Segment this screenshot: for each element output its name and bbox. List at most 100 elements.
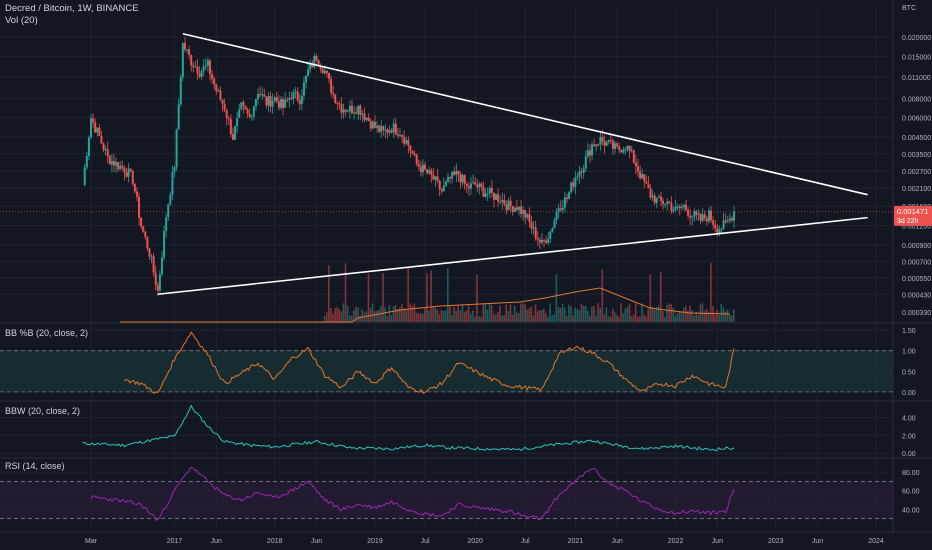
candle-body <box>263 94 266 97</box>
volume-bar <box>478 316 480 322</box>
candle-body <box>215 84 218 92</box>
candle-body <box>363 113 366 120</box>
volume-bar <box>614 312 616 322</box>
volume-bar <box>480 316 483 322</box>
candle-body <box>261 94 264 96</box>
candle-body <box>142 226 145 232</box>
candle-body <box>697 213 700 215</box>
candle-body <box>252 106 255 117</box>
candle-body <box>140 217 143 227</box>
candle-body <box>390 130 393 133</box>
candle-body <box>115 162 118 166</box>
volume-bar <box>668 303 670 322</box>
rsi-axis-tick: 60.00 <box>902 489 920 496</box>
volume-bar <box>520 303 522 322</box>
volume-bar <box>495 314 497 322</box>
price-axis-tick: 0.001200 <box>902 224 931 231</box>
candle-body <box>196 66 199 74</box>
volume-bar <box>634 303 637 322</box>
candle-body <box>198 73 201 77</box>
volume-bar <box>509 304 512 322</box>
candle-body <box>248 113 251 118</box>
volume-bar <box>388 304 391 322</box>
candle-body <box>676 206 679 208</box>
volume-bar <box>361 309 364 322</box>
candle-body <box>484 193 487 197</box>
candle-body <box>336 102 339 104</box>
candle-body <box>135 191 138 197</box>
price-axis-tick: 0.006000 <box>902 116 931 123</box>
volume-bar <box>330 308 332 322</box>
volume-bar <box>586 310 589 322</box>
candle-body <box>317 60 320 66</box>
candle-body <box>659 196 662 201</box>
volume-bar <box>515 312 518 322</box>
candle-body <box>407 140 410 146</box>
candle-body <box>194 66 197 68</box>
candle-body <box>361 113 364 115</box>
candle-body <box>190 54 193 66</box>
candle-body <box>607 140 610 143</box>
volume-bar <box>578 310 581 322</box>
candle-body <box>714 224 717 229</box>
candle-body <box>154 272 157 285</box>
volume-bar <box>407 266 409 322</box>
volume-bar <box>607 316 610 322</box>
candle-body <box>524 210 527 218</box>
candle-body <box>183 42 186 50</box>
candle-body <box>110 160 113 165</box>
volume-bar <box>555 274 558 322</box>
candle-body <box>150 256 153 258</box>
time-axis-label: Jun <box>311 538 322 545</box>
volume-bar <box>426 273 428 322</box>
volume-bar <box>530 306 533 322</box>
volume-bar <box>728 314 731 322</box>
candle-body <box>398 135 401 137</box>
volume-bar <box>557 307 560 322</box>
volume-bar <box>376 310 378 322</box>
volume-bar <box>643 314 645 322</box>
candle-body <box>701 214 704 221</box>
volume-bar <box>524 304 526 322</box>
candle-body <box>555 212 558 220</box>
candle-body <box>344 109 347 112</box>
candle-body <box>584 156 587 169</box>
candle-body <box>386 129 389 133</box>
candle-body <box>350 105 353 114</box>
volume-bar <box>551 315 553 322</box>
candle-body <box>645 181 648 184</box>
candle-body <box>455 171 458 175</box>
volume-bar <box>730 315 733 322</box>
volume-bar <box>428 310 430 322</box>
candle-body <box>490 187 493 193</box>
price-axis-currency: BTC <box>902 5 916 12</box>
candle-body <box>340 104 343 113</box>
volume-bar <box>576 308 579 322</box>
volume-bar <box>641 303 643 322</box>
candle-body <box>641 173 644 179</box>
candle-body <box>394 123 397 135</box>
candle-body <box>447 177 450 182</box>
volume-bar <box>582 305 585 322</box>
volume-bars <box>323 263 735 322</box>
candle-body <box>321 68 324 74</box>
price-axis-tick: 0.011000 <box>902 75 931 82</box>
candle-body <box>680 206 683 209</box>
candle-body <box>192 65 195 67</box>
last-price-badge <box>894 205 932 226</box>
volume-label: Vol (20) <box>5 15 38 26</box>
volume-bar <box>540 310 543 322</box>
candle-body <box>653 195 656 203</box>
volume-bar <box>359 315 361 322</box>
volume-bar <box>622 313 624 322</box>
volume-bar <box>348 315 351 322</box>
volume-bar <box>459 310 462 322</box>
candle-body <box>543 240 546 242</box>
volume-bar <box>601 269 604 322</box>
candle-body <box>672 209 675 211</box>
volume-bar <box>678 311 681 322</box>
time-axis-label: Mar <box>85 538 98 545</box>
volume-bar <box>707 312 710 322</box>
bbpb-axis-tick: 1.50 <box>902 328 916 335</box>
